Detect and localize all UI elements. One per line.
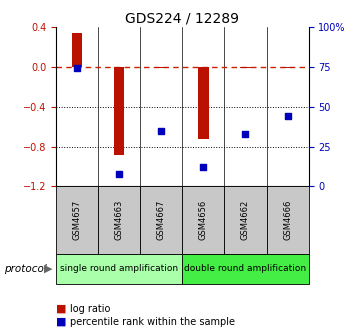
Text: single round amplification: single round amplification xyxy=(60,264,178,273)
Text: GSM4663: GSM4663 xyxy=(115,200,123,240)
Bar xyxy=(198,67,209,138)
Text: ■: ■ xyxy=(56,317,66,327)
Bar xyxy=(156,67,166,68)
Text: GSM4662: GSM4662 xyxy=(241,200,250,240)
Title: GDS224 / 12289: GDS224 / 12289 xyxy=(125,12,239,26)
Text: GSM4656: GSM4656 xyxy=(199,200,208,240)
Point xyxy=(285,114,291,119)
Text: log ratio: log ratio xyxy=(70,304,111,314)
Point xyxy=(200,165,206,170)
Bar xyxy=(72,33,82,67)
Text: GSM4667: GSM4667 xyxy=(157,200,166,240)
Text: protocol: protocol xyxy=(4,264,46,274)
Point xyxy=(158,128,164,133)
Text: GSM4657: GSM4657 xyxy=(73,200,82,240)
Text: double round amplification: double round amplification xyxy=(184,264,306,273)
Bar xyxy=(114,67,125,155)
Text: percentile rank within the sample: percentile rank within the sample xyxy=(70,317,235,327)
Bar xyxy=(240,67,251,68)
Text: ▶: ▶ xyxy=(44,264,52,274)
Bar xyxy=(282,67,293,68)
Point xyxy=(74,66,80,71)
Text: ■: ■ xyxy=(56,304,66,314)
Point xyxy=(116,171,122,176)
Point xyxy=(243,131,248,136)
Text: GSM4666: GSM4666 xyxy=(283,200,292,240)
